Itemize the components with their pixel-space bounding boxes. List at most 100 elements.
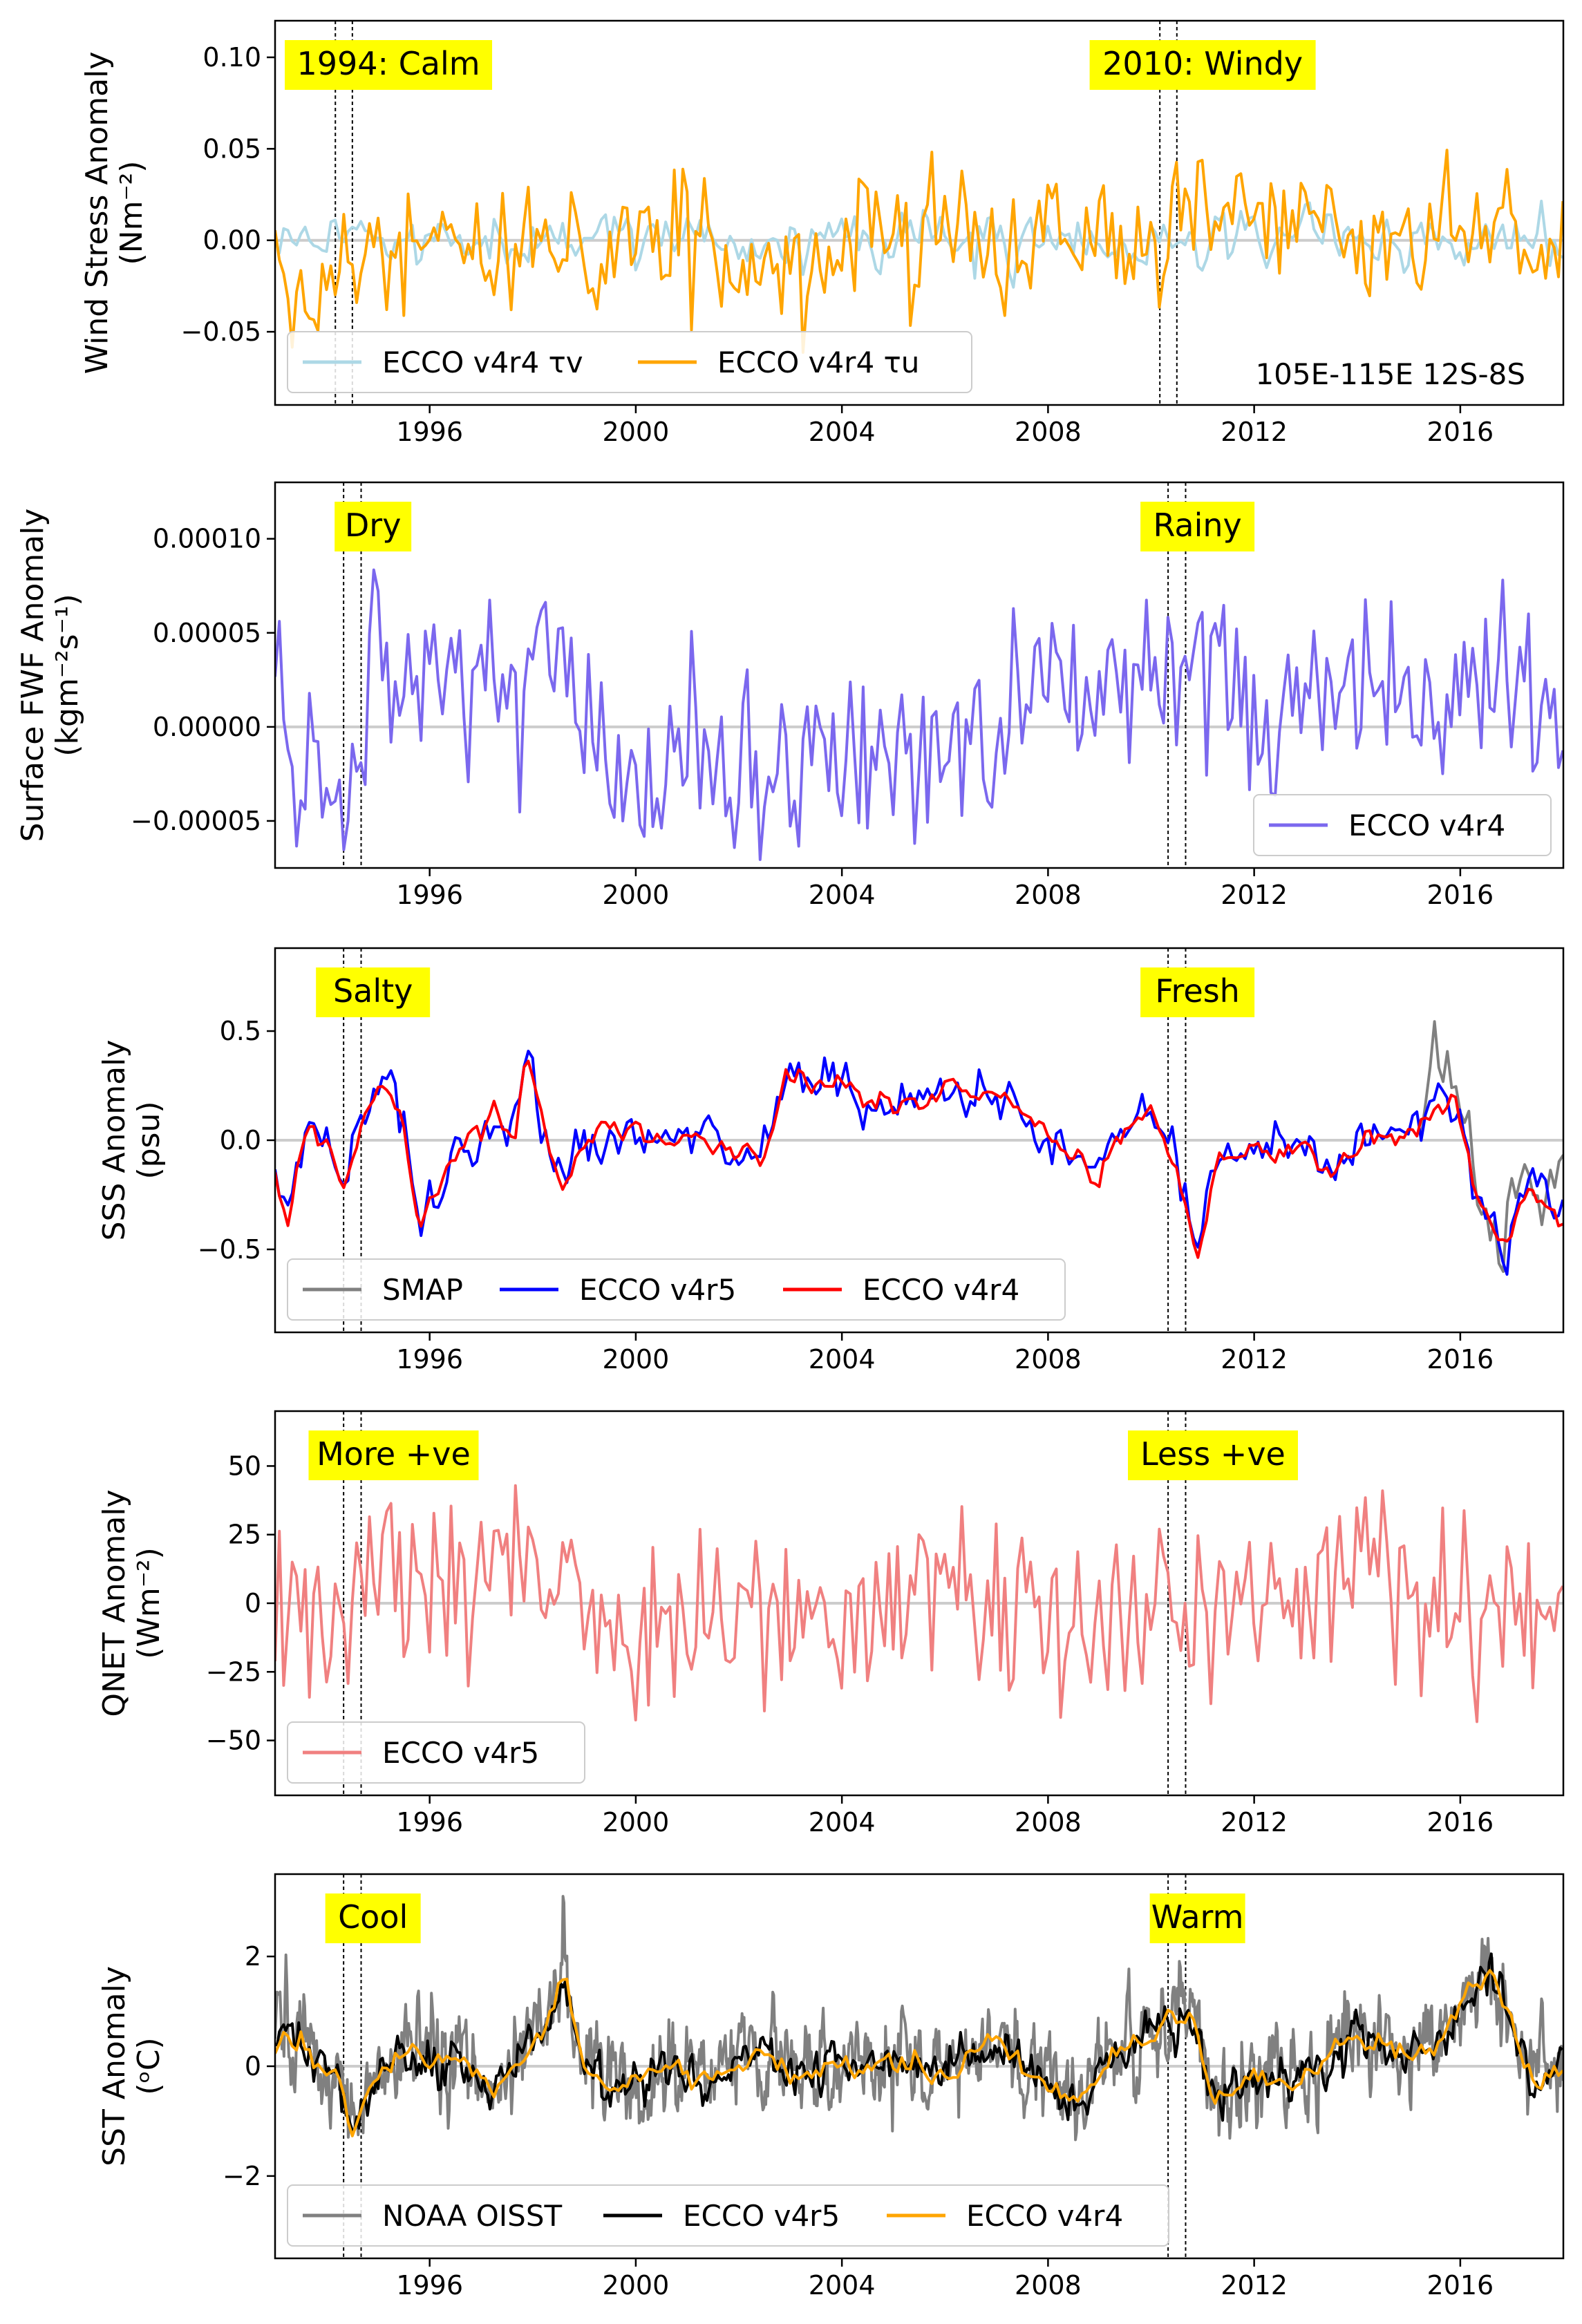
annotation-box bbox=[335, 502, 412, 551]
y-axis-label: (ᵒC) bbox=[131, 2037, 167, 2095]
y-tick-label: −25 bbox=[206, 1656, 261, 1687]
x-tick-label: 2000 bbox=[603, 1344, 670, 1374]
x-tick-label: 2016 bbox=[1427, 1344, 1494, 1374]
x-tick-label: 2004 bbox=[809, 1344, 876, 1374]
x-tick-label: 2008 bbox=[1015, 2270, 1082, 2301]
y-tick-label: 0.00010 bbox=[153, 524, 261, 554]
legend-label: ECCO v4r4 τu bbox=[717, 346, 919, 379]
series-line-3 bbox=[275, 1969, 1563, 2137]
x-tick-label: 2016 bbox=[1427, 1807, 1494, 1838]
legend-label: ECCO v4r5 bbox=[382, 1736, 539, 1770]
x-tick-label: 2012 bbox=[1221, 417, 1288, 447]
x-tick-label: 2004 bbox=[809, 880, 876, 910]
legend: SMAP ECCO v4r5 ECCO v4r4 bbox=[287, 1258, 1066, 1321]
y-axis-label: Surface FWF Anomaly bbox=[15, 509, 50, 842]
y-tick-label: 0 bbox=[245, 2051, 261, 2081]
x-tick-label: 2016 bbox=[1427, 2270, 1494, 2301]
series-line-2 bbox=[275, 1952, 1563, 2132]
x-tick-label: 1996 bbox=[396, 2270, 463, 2301]
y-tick-label: −50 bbox=[206, 1726, 261, 1756]
y-axis-label: QNET Anomaly bbox=[97, 1489, 132, 1717]
x-tick-label: 1996 bbox=[396, 1344, 463, 1374]
x-tick-label: 2008 bbox=[1015, 1807, 1082, 1838]
annotation-box bbox=[1140, 967, 1255, 1017]
annotation-label: Cool bbox=[338, 1898, 408, 1936]
x-tick-label: 2012 bbox=[1221, 2270, 1288, 2301]
annotation-label: Rainy bbox=[1153, 507, 1241, 544]
y-axis-label: SSS Anomaly bbox=[97, 1040, 132, 1241]
x-tick-label: 2004 bbox=[809, 417, 876, 447]
x-tick-label: 2000 bbox=[603, 880, 670, 910]
x-tick-label: 2000 bbox=[603, 417, 670, 447]
x-tick-label: 2012 bbox=[1221, 1344, 1288, 1374]
legend-frame bbox=[1253, 794, 1552, 856]
annotation-box bbox=[1089, 40, 1316, 90]
legend-label: ECCO v4r4 τv bbox=[382, 346, 583, 379]
annotation-label: Fresh bbox=[1155, 972, 1239, 1010]
y-axis-label: Wind Stress Anomaly bbox=[79, 52, 115, 375]
annotation-box bbox=[285, 40, 493, 90]
y-axis-label: (kgm⁻²s⁻¹) bbox=[50, 594, 85, 756]
region-label: 105E-115E 12S-8S bbox=[1255, 357, 1525, 391]
x-tick-label: 2012 bbox=[1221, 880, 1288, 910]
axes-frame bbox=[274, 481, 1565, 869]
series-line-1 bbox=[275, 200, 1563, 289]
y-tick-label: 0.5 bbox=[220, 1016, 261, 1046]
series-line-1 bbox=[275, 1895, 1563, 2142]
annotation-label: 1994: Calm bbox=[296, 45, 480, 82]
y-tick-label: −0.00005 bbox=[131, 806, 261, 836]
series-line-1 bbox=[275, 1484, 1563, 1723]
legend: ECCO v4r4 bbox=[1253, 794, 1552, 856]
x-tick-label: 2004 bbox=[809, 1807, 876, 1838]
annotation-box bbox=[308, 1430, 479, 1480]
y-tick-label: 0.10 bbox=[203, 42, 261, 73]
series-line-1 bbox=[1420, 1020, 1563, 1273]
annotation-label: Less +ve bbox=[1140, 1435, 1286, 1473]
annotation-box bbox=[1140, 502, 1255, 551]
y-tick-label: −2 bbox=[223, 2161, 261, 2191]
legend-frame bbox=[287, 331, 972, 393]
x-tick-label: 2016 bbox=[1427, 417, 1494, 447]
x-tick-label: 2008 bbox=[1015, 417, 1082, 447]
y-axis-label: (Wm⁻²) bbox=[131, 1547, 167, 1659]
x-tick-label: 2016 bbox=[1427, 880, 1494, 910]
y-tick-label: 0.00 bbox=[203, 225, 261, 256]
annotation-label: More +ve bbox=[317, 1435, 471, 1473]
x-tick-label: 1996 bbox=[396, 417, 463, 447]
y-tick-label: 0.05 bbox=[203, 133, 261, 164]
panel-1: 1996 2000 2004 2008 2012 2016 −0.05 0.00 0.05 0.1… bbox=[79, 19, 1565, 447]
series-line-1 bbox=[275, 568, 1563, 861]
y-axis-label: SST Anomaly bbox=[97, 1966, 132, 2166]
panel-5: 1996 2000 2004 2008 2012 2016 −2 0 2 SST Anomaly(… bbox=[97, 1873, 1565, 2301]
y-tick-label: −0.5 bbox=[198, 1234, 261, 1265]
legend-frame bbox=[287, 1258, 1066, 1321]
series-line-3 bbox=[275, 1059, 1563, 1259]
y-tick-label: 0.00000 bbox=[153, 712, 261, 742]
legend-frame bbox=[287, 1721, 585, 1784]
x-tick-label: 2008 bbox=[1015, 1344, 1082, 1374]
y-tick-label: 0.00005 bbox=[153, 618, 261, 648]
y-tick-label: 50 bbox=[228, 1451, 261, 1481]
legend-label: ECCO v4r4 bbox=[966, 2199, 1123, 2233]
annotation-box bbox=[325, 1893, 421, 1943]
legend-label: ECCO v4r5 bbox=[579, 1273, 736, 1307]
annotation-label: 2010: Windy bbox=[1102, 45, 1303, 82]
y-tick-label: 0.0 bbox=[220, 1125, 261, 1155]
legend-label: NOAA OISST bbox=[382, 2199, 562, 2233]
y-axis-label: (Nm⁻²) bbox=[114, 161, 149, 265]
legend: NOAA OISST ECCO v4r5 ECCO v4r4 bbox=[287, 2184, 1169, 2247]
panel-4: 1996 2000 2004 2008 2012 2016 −50 −25 0 25 50 QNET … bbox=[97, 1410, 1565, 1838]
y-tick-label: 0 bbox=[245, 1588, 261, 1618]
legend-frame bbox=[287, 2184, 1169, 2247]
annotation-box bbox=[1127, 1430, 1298, 1480]
legend-label: SMAP bbox=[382, 1273, 463, 1307]
legend-label: ECCO v4r5 bbox=[683, 2199, 840, 2233]
legend-label: ECCO v4r4 bbox=[863, 1273, 1019, 1307]
legend: ECCO v4r5 bbox=[287, 1721, 585, 1784]
y-tick-label: 2 bbox=[245, 1941, 261, 1972]
x-tick-label: 1996 bbox=[396, 1807, 463, 1838]
panel-2: 1996 2000 2004 2008 2012 2016 −0.00005 0.00000 0… bbox=[15, 481, 1565, 910]
series-line-2 bbox=[275, 1050, 1563, 1276]
y-tick-label: 25 bbox=[228, 1520, 261, 1550]
legend-label: ECCO v4r4 bbox=[1348, 809, 1505, 842]
